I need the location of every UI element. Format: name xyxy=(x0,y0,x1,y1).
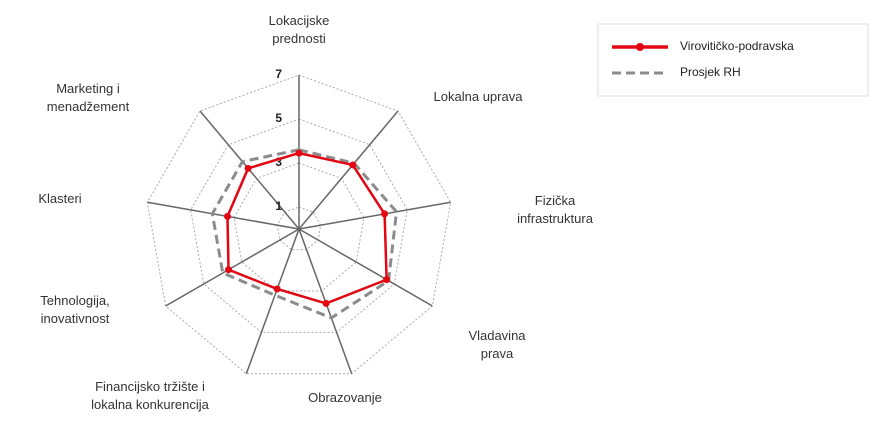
axis-line xyxy=(165,228,300,307)
point xyxy=(322,299,330,307)
category-label: Tehnologija, inovativnost xyxy=(40,293,110,326)
grid-ring xyxy=(276,206,322,251)
category-label: Fizička infrastruktura xyxy=(517,193,593,226)
point xyxy=(381,210,389,218)
category-label: Marketing i menadžement xyxy=(46,81,130,114)
series-line xyxy=(226,151,388,305)
tick-label: 3 xyxy=(275,155,282,169)
point xyxy=(224,212,232,220)
tick-label: 5 xyxy=(275,111,282,125)
axis-line xyxy=(147,201,300,230)
point xyxy=(383,276,391,284)
category-label: Klasteri xyxy=(38,191,82,206)
legend-label: Prosjek RH xyxy=(680,65,741,79)
category-label: Lokalna uprava xyxy=(433,89,523,104)
point xyxy=(295,149,303,157)
axis-line xyxy=(298,110,399,230)
category-label: Lokacijske prednosti xyxy=(268,13,330,46)
legend-label: Virovitičko-podravska xyxy=(680,39,794,53)
legend-marker xyxy=(636,43,644,51)
tick-label: 1 xyxy=(275,199,282,213)
axis-line xyxy=(298,228,433,307)
legend-box xyxy=(597,23,869,97)
point xyxy=(244,164,252,172)
grid-ring xyxy=(190,118,408,333)
axis-line xyxy=(245,228,300,374)
category-label: Obrazovanje xyxy=(308,390,382,405)
point xyxy=(273,285,281,293)
point xyxy=(225,266,233,274)
series-line xyxy=(210,148,399,320)
axis-line xyxy=(298,201,451,230)
category-label: Financijsko tržište i lokalna konkurenci… xyxy=(91,379,209,412)
category-label: Vladavina prava xyxy=(468,328,526,361)
point xyxy=(349,161,357,169)
tick-label: 7 xyxy=(275,67,282,81)
